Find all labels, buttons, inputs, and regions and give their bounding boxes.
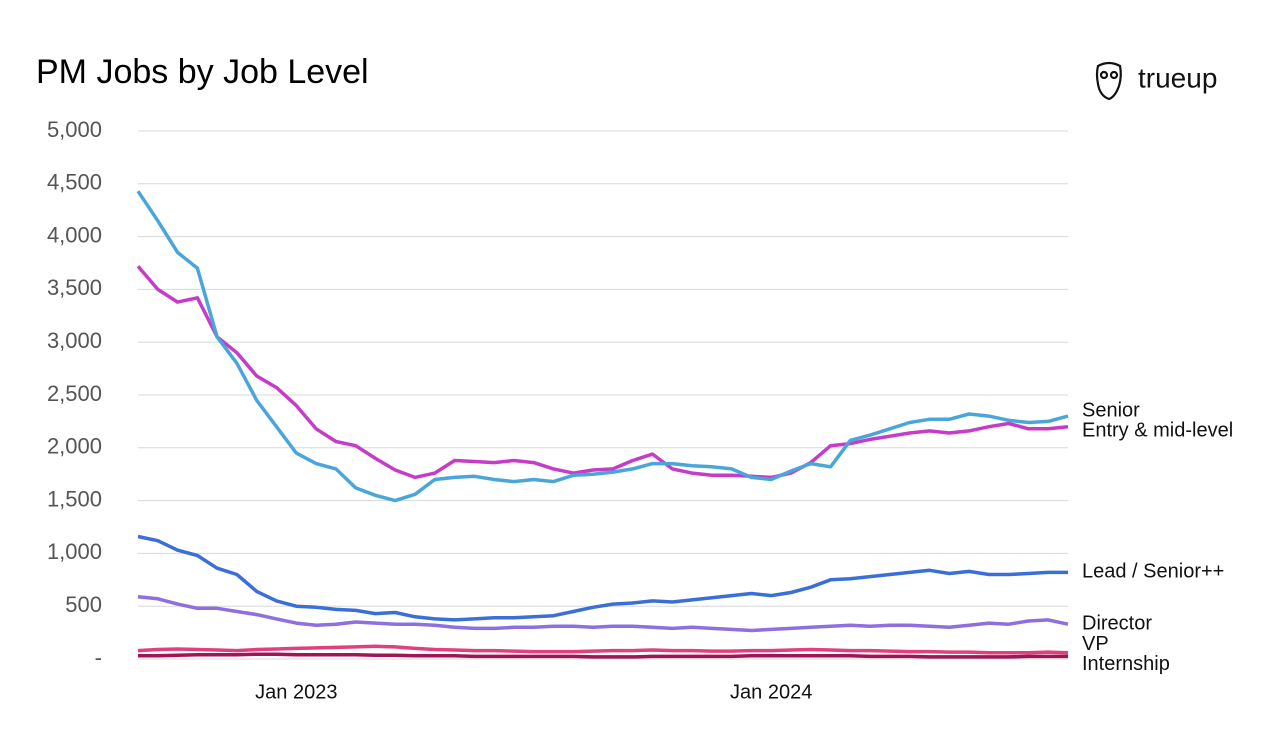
series-line [136, 265, 1069, 480]
y-tick-label: 4,000 [47, 222, 102, 247]
series-label: Internship [1082, 653, 1170, 675]
series-line [137, 644, 1069, 655]
logo-icon [1095, 61, 1122, 101]
y-tick-label: 3,500 [47, 275, 102, 300]
y-tick-label: 4,500 [47, 170, 102, 195]
series-label: Senior [1082, 400, 1140, 422]
y-tick-label: 1,500 [47, 486, 102, 511]
series-line [136, 190, 1069, 503]
series-line [137, 534, 1068, 622]
series-label: Lead / Senior++ [1082, 561, 1224, 583]
chart-title: PM Jobs by Job Level [36, 53, 369, 91]
y-tick-label: 2,000 [47, 434, 102, 459]
y-tick-label: 1,000 [47, 539, 102, 564]
x-tick-label: Jan 2023 [255, 681, 337, 703]
y-tick-label: 500 [65, 592, 102, 617]
y-tick-label: - [95, 645, 102, 670]
series-label: VP [1082, 633, 1109, 655]
series-label: Director [1082, 612, 1152, 634]
logo-text: trueup [1138, 62, 1217, 93]
series-line [138, 652, 1068, 659]
series-label: Entry & mid-level [1082, 420, 1233, 442]
y-tick-label: 2,500 [47, 381, 102, 406]
y-tick-label: 3,000 [47, 328, 102, 353]
x-tick-label: Jan 2024 [730, 681, 812, 703]
y-tick-label: 5,000 [47, 117, 102, 142]
series-line [137, 594, 1069, 633]
